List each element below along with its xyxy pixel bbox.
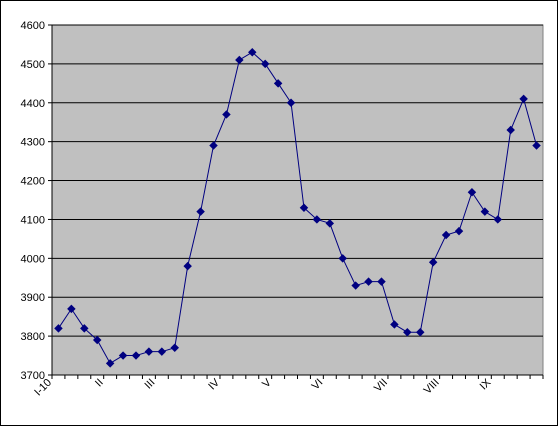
plot-area [51, 24, 544, 376]
point-marker [209, 141, 218, 150]
y-tick-label: 4100 [21, 214, 45, 226]
point-marker [183, 261, 192, 271]
point-marker [454, 226, 464, 236]
point-marker [312, 215, 322, 224]
point-marker [157, 347, 167, 356]
y-tick-label: 4000 [21, 253, 45, 265]
point-marker [196, 207, 205, 216]
point-marker [390, 320, 399, 329]
point-marker [403, 327, 412, 337]
point-marker [248, 47, 257, 57]
point-marker [54, 324, 63, 333]
point-marker [286, 98, 296, 108]
point-marker [131, 351, 141, 360]
y-tick-label: 4200 [21, 176, 45, 188]
y-tick-label: 4500 [21, 59, 45, 71]
point-marker [144, 347, 154, 356]
point-marker [170, 343, 179, 353]
point-marker [105, 359, 115, 368]
point-marker [118, 351, 128, 360]
point-marker [92, 335, 102, 345]
point-marker [80, 324, 89, 333]
point-marker [67, 304, 76, 314]
point-marker [235, 55, 244, 65]
point-marker [273, 79, 283, 88]
point-marker [416, 327, 425, 337]
point-marker [377, 277, 386, 286]
point-marker [506, 125, 515, 135]
point-marker [441, 230, 451, 240]
point-marker [325, 219, 335, 228]
y-tick-label: 3900 [21, 292, 45, 304]
y-tick-label: 3800 [21, 331, 45, 343]
y-tick-label: 4300 [21, 137, 45, 149]
point-marker [364, 277, 373, 286]
point-marker [480, 207, 490, 216]
y-tick-label: 3700 [21, 370, 45, 382]
y-tick-label: 4600 [21, 20, 45, 32]
point-marker [351, 281, 360, 290]
point-marker [299, 203, 309, 213]
point-marker [428, 257, 438, 267]
point-marker [467, 187, 477, 197]
y-tick-label: 4400 [21, 98, 45, 110]
point-marker [222, 110, 231, 119]
point-marker [260, 59, 270, 69]
point-marker [493, 215, 503, 224]
